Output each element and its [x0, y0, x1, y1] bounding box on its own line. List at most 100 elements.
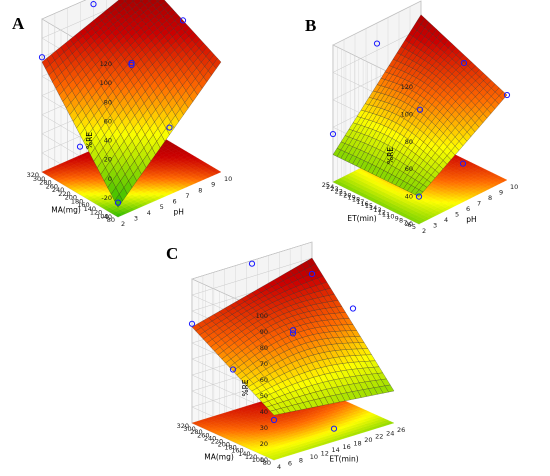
z-tick-label: 100 [401, 110, 413, 118]
x-tick-label: 10 [310, 453, 318, 461]
y-tick-label: 10 [386, 213, 394, 221]
x-tick-label: 12 [321, 450, 329, 458]
surface-plot-b-canvas: 20406080100120%RE2345678910pH56789101112… [322, 0, 519, 235]
y-axis-label: MA(mg) [51, 206, 81, 215]
response-surface [191, 257, 395, 416]
y-tick-label: 180 [71, 197, 83, 205]
axes: -40-20020406080100120%RE2345678910pH8010… [27, 60, 233, 228]
design-point-2 [128, 61, 135, 69]
x-tick-label: 26 [397, 426, 405, 434]
design-point-6 [229, 366, 237, 373]
y-tick-label: 23 [330, 185, 338, 193]
z-axis-label: %RE [241, 379, 250, 396]
design-point-1 [248, 260, 256, 267]
x-axis-label: pH [466, 215, 476, 224]
y-tick-label: 9 [395, 215, 399, 223]
x-tick-label: 7 [477, 200, 481, 208]
surface-plot-a-canvas: -40-20020406080100120%RE2345678910pH8010… [27, 0, 233, 228]
design-point-0 [188, 320, 196, 327]
design-point-8 [270, 416, 278, 424]
x-tick-label: 2 [121, 220, 125, 228]
y-tick-label: 16 [360, 200, 368, 208]
x-axis-label: ET(min) [329, 455, 358, 464]
surface-plot-a: -40 -20 0 20 40 60 80 100 120 %RE 2 3 4 5 6 7 8 9 10 pH 80 10… [0, 0, 280, 232]
y-tick-label: 120 [90, 209, 102, 217]
y-axis-label: ET(min) [347, 214, 376, 223]
z-tick-label: 80 [104, 98, 112, 106]
y-axis-label: MA(mg) [204, 453, 234, 462]
z-tick-label: 60 [260, 376, 268, 384]
y-tick-label: 220 [211, 437, 223, 445]
panel-letter-a: A [12, 14, 25, 33]
y-tick-label: 160 [77, 201, 89, 209]
x-tick-label: 16 [342, 443, 350, 451]
z-tick-label: 0 [108, 175, 112, 183]
y-tick-label: 8 [399, 217, 403, 225]
y-tick-label: 15 [365, 202, 373, 210]
design-points [329, 40, 511, 200]
z-tick-label: 30 [260, 424, 268, 432]
y-tick-label: 100 [96, 212, 108, 220]
panel-letter-b: B [305, 16, 317, 35]
y-tick-label: 7 [403, 219, 407, 227]
axes: 20406080100120%RE2345678910pH56789101112… [322, 83, 519, 235]
y-tick-label: 200 [65, 194, 77, 202]
y-tick-label: 140 [238, 450, 250, 458]
x-tick-label: 9 [499, 189, 503, 197]
z-tick-label: 20 [260, 440, 268, 448]
y-tick-label: 19 [348, 194, 356, 202]
z-tick-label: 60 [405, 165, 413, 173]
x-tick-label: 5 [160, 203, 164, 211]
x-tick-label: 9 [211, 181, 215, 189]
design-point-5 [415, 193, 423, 200]
y-tick-label: 20 [343, 192, 351, 200]
design-point-3 [90, 1, 97, 8]
z-tick-label: 20 [104, 156, 112, 164]
y-tick-label: 21 [339, 189, 347, 197]
design-point-1 [416, 106, 424, 113]
x-tick-label: 10 [510, 183, 518, 191]
z-tick-label: 60 [104, 117, 112, 125]
x-tick-label: 8 [299, 456, 303, 464]
y-tick-label: 140 [84, 205, 96, 213]
x-tick-label: 24 [386, 429, 394, 437]
y-tick-label: 25 [322, 181, 330, 189]
design-point-5 [349, 305, 357, 312]
y-tick-label: 320 [177, 422, 189, 430]
x-tick-label: 20 [364, 436, 372, 444]
design-point-4 [503, 91, 511, 99]
y-tick-label: 11 [382, 210, 390, 218]
y-tick-label: 240 [204, 434, 216, 442]
x-tick-label: 3 [134, 214, 138, 222]
z-tick-label: 10 [260, 456, 268, 464]
y-tick-label: 5 [412, 223, 416, 231]
y-tick-label: 24 [326, 183, 334, 191]
z-tick-label: 40 [104, 137, 112, 145]
y-tick-label: 300 [33, 175, 45, 183]
design-points [38, 1, 187, 206]
z-tick-label: 90 [260, 328, 268, 336]
z-tick-label: 120 [401, 83, 413, 91]
z-tick-label: 80 [405, 138, 413, 146]
x-tick-label: 6 [173, 198, 177, 206]
x-tick-label: 8 [488, 194, 492, 202]
y-tick-label: 6 [408, 221, 412, 229]
design-point-7 [330, 425, 338, 432]
design-point-6 [166, 124, 173, 131]
y-tick-label: 17 [356, 198, 364, 206]
design-point-7 [76, 143, 84, 150]
y-tick-label: 160 [231, 447, 243, 455]
y-tick-label: 18 [352, 196, 360, 204]
z-tick-label: -40 [101, 213, 112, 221]
y-tick-label: 240 [52, 186, 64, 194]
z-tick-label: -20 [101, 194, 112, 202]
design-point-6 [459, 160, 467, 167]
y-tick-label: 280 [39, 179, 51, 187]
x-tick-label: 2 [422, 227, 426, 235]
x-tick-label: 5 [455, 211, 459, 219]
x-tick-label: 4 [277, 463, 281, 471]
z-tick-label: 100 [256, 312, 268, 320]
surface-plot-c: 10 20 30 40 50 60 70 80 90 100 %RE 4 6 8 10 12 14 16 18 20 2… [145, 238, 411, 474]
z-tick-label: 100 [100, 79, 112, 87]
y-tick-label: 80 [107, 216, 115, 224]
